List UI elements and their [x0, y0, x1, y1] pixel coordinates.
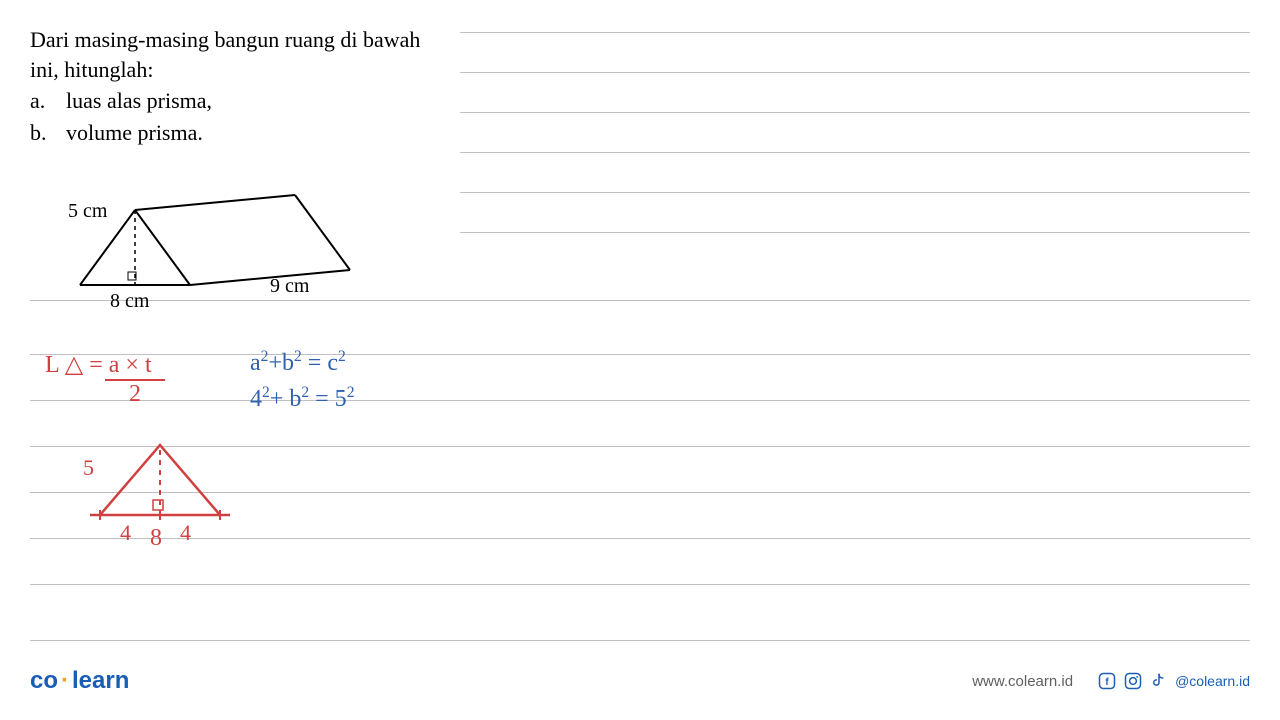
question-line-1: Dari masing-masing bangun ruang di bawah — [30, 25, 450, 55]
website-url: www.colearn.id — [972, 673, 1073, 690]
item-a-text: luas alas prisma, — [66, 86, 212, 116]
question-line-2: ini, hitunglah: — [30, 55, 450, 85]
social-links: f @colearn.id — [1097, 671, 1250, 691]
prism-label-5cm: 5 cm — [68, 200, 107, 223]
prism-label-8cm: 8 cm — [110, 290, 149, 313]
prism-label-9cm: 9 cm — [270, 275, 309, 298]
question-text: Dari masing-masing bangun ruang di bawah… — [30, 25, 450, 148]
facebook-icon: f — [1097, 671, 1117, 691]
footer-right: www.colearn.id f @colearn.id — [972, 671, 1250, 691]
sketch-label-8: 8 — [150, 525, 162, 552]
handwritten-pythagoras: a2+b2 = c2 42+ b2 = 52 — [250, 345, 354, 417]
prism-diagram: 5 cm 8 cm 9 cm — [70, 190, 390, 335]
handwritten-area-formula: L △ = a × t 2 — [45, 350, 165, 408]
triangle-sketch-svg — [90, 440, 240, 560]
area-formula-bottom: 2 — [129, 381, 141, 407]
social-handle: @colearn.id — [1175, 673, 1250, 689]
item-b-text: volume prisma. — [66, 118, 203, 148]
sketch-label-5: 5 — [83, 455, 94, 481]
triangle-sketch: 5 4 8 4 — [90, 440, 240, 565]
pythagoras-line-2: 42+ b2 = 52 — [250, 381, 354, 417]
logo: co·learn — [30, 667, 129, 695]
svg-text:f: f — [1105, 677, 1109, 688]
sketch-label-4-left: 4 — [120, 520, 131, 546]
footer: co·learn www.colearn.id f @colearn.id — [30, 667, 1250, 695]
item-a-letter: a. — [30, 86, 66, 116]
logo-co: co — [30, 667, 58, 694]
instagram-icon — [1123, 671, 1143, 691]
sketch-label-4-right: 4 — [180, 520, 191, 546]
tiktok-icon — [1149, 671, 1169, 691]
pythagoras-line-1: a2+b2 = c2 — [250, 345, 354, 381]
item-b-letter: b. — [30, 118, 66, 148]
question-item-b: b. volume prisma. — [30, 118, 450, 148]
area-formula-top: L △ = a × t — [45, 350, 165, 379]
logo-learn: learn — [72, 667, 129, 694]
question-item-a: a. luas alas prisma, — [30, 86, 450, 116]
logo-dot-icon: · — [61, 667, 69, 694]
